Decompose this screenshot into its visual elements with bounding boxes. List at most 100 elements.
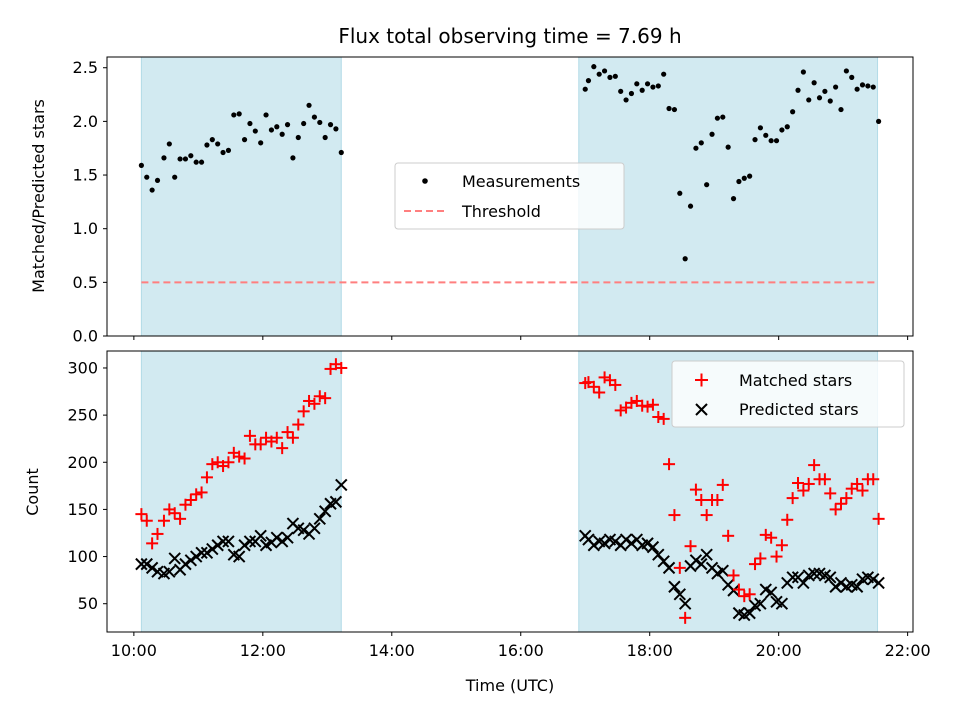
matched-star-point — [722, 529, 735, 542]
ratio-x-ticks — [133, 336, 909, 340]
matched-star-point — [802, 477, 815, 490]
measurement-point — [596, 71, 602, 77]
measurement-point — [655, 83, 661, 89]
measurement-point — [639, 87, 645, 93]
predicted-star-point — [689, 554, 703, 567]
legend-threshold-label: Threshold — [461, 202, 541, 221]
measurement-point — [284, 122, 291, 128]
matched-star-point — [716, 478, 729, 491]
measurement-point — [161, 155, 167, 161]
measurement-point — [231, 112, 237, 118]
matched-star-point — [140, 514, 153, 527]
matched-star-point — [684, 540, 697, 553]
matched-star-point — [222, 456, 235, 469]
predicted-star-point — [807, 567, 821, 580]
matched-star-point — [808, 459, 821, 472]
predicted-star-point — [673, 588, 687, 601]
matched-star-point — [319, 392, 332, 405]
ratio-y-axis-label: Matched/Predicted stars — [29, 99, 48, 293]
predicted-star-point — [829, 580, 842, 593]
measurement-point — [327, 122, 334, 128]
predicted-star-point — [662, 561, 676, 575]
measurement-point — [800, 69, 806, 75]
matched-star-point — [206, 458, 219, 471]
predicted-star-point — [646, 540, 660, 554]
predicted-star-point — [329, 495, 343, 509]
ratio-panel: 0.0 0.5 1.0 1.5 2.0 2.5 Matched/Predicted sta… — [29, 56, 914, 346]
measurement-point — [198, 159, 205, 165]
measurement-point — [849, 74, 855, 80]
predicted-star-point — [867, 572, 880, 586]
measurement-point — [730, 196, 737, 202]
predicted-star-point — [308, 522, 321, 535]
measurement-point — [870, 84, 876, 90]
measurement-point — [671, 106, 678, 113]
measurement-point — [865, 83, 871, 89]
matched-star-point — [652, 411, 665, 424]
measurement-point — [591, 64, 597, 70]
measurement-point — [806, 97, 812, 103]
measurement-point — [741, 175, 747, 181]
predicted-star-point — [140, 557, 153, 571]
measurement-point — [247, 120, 253, 127]
measurement-point — [306, 102, 312, 108]
y-tick-label: 200 — [67, 453, 98, 472]
measurement-point — [193, 159, 199, 165]
matched-star-point — [270, 431, 283, 444]
measurement-point — [220, 149, 226, 156]
measurement-point — [268, 127, 275, 133]
predicted-star-point — [598, 537, 611, 550]
predicted-star-point — [270, 531, 284, 544]
matched-star-point — [146, 537, 159, 550]
matched-star-point — [727, 569, 740, 582]
matched-star-point — [856, 484, 869, 497]
measurement-point — [209, 137, 215, 143]
matched-star-point — [668, 509, 681, 522]
measurement-point — [747, 173, 753, 179]
predicted-star-point — [609, 535, 622, 548]
predicted-star-point — [238, 539, 251, 552]
x-tick-label: 20:00 — [756, 641, 802, 660]
matched-star-point — [587, 380, 600, 393]
predicted-star-point — [318, 505, 332, 518]
measurement-point — [338, 149, 344, 156]
matched-star-point — [829, 503, 842, 516]
measurement-point — [757, 125, 763, 131]
predicted-star-point — [313, 512, 326, 526]
measurement-point — [166, 141, 172, 147]
measurement-point — [859, 82, 866, 88]
measurement-point — [752, 137, 758, 143]
measurement-point — [172, 174, 178, 180]
matched-star-point — [781, 513, 794, 526]
x-axis-label: Time (UTC) — [465, 676, 554, 695]
measurement-point — [833, 84, 839, 90]
matched-star-point — [168, 507, 181, 520]
predicted-star-point — [625, 537, 638, 550]
matched-star-point — [292, 418, 305, 431]
matched-star-point — [593, 386, 606, 399]
shaded-span — [140, 56, 342, 337]
matched-star-point — [689, 483, 702, 496]
matched-star-point — [614, 404, 627, 417]
matched-star-point — [308, 397, 321, 410]
matched-star-point — [872, 512, 885, 525]
matched-star-point — [792, 477, 805, 490]
matched-star-point — [738, 590, 751, 603]
predicted-star-point — [872, 576, 885, 590]
measurement-point — [274, 124, 280, 130]
matched-star-points — [135, 358, 885, 624]
measurement-point — [612, 73, 618, 79]
measurement-point — [279, 131, 285, 137]
y-tick-label: 150 — [67, 500, 98, 519]
measurement-point — [290, 155, 296, 161]
measurement-point — [677, 190, 683, 196]
measurement-point — [154, 177, 161, 184]
measurement-point — [736, 178, 742, 185]
x-tick-label: 22:00 — [885, 641, 931, 660]
predicted-star-point — [211, 539, 224, 552]
predicted-star-point — [297, 523, 310, 537]
matched-star-point — [200, 471, 213, 484]
measurement-point — [693, 145, 699, 151]
top-chart-title: Flux total observing time = 7.69 h — [338, 24, 681, 48]
